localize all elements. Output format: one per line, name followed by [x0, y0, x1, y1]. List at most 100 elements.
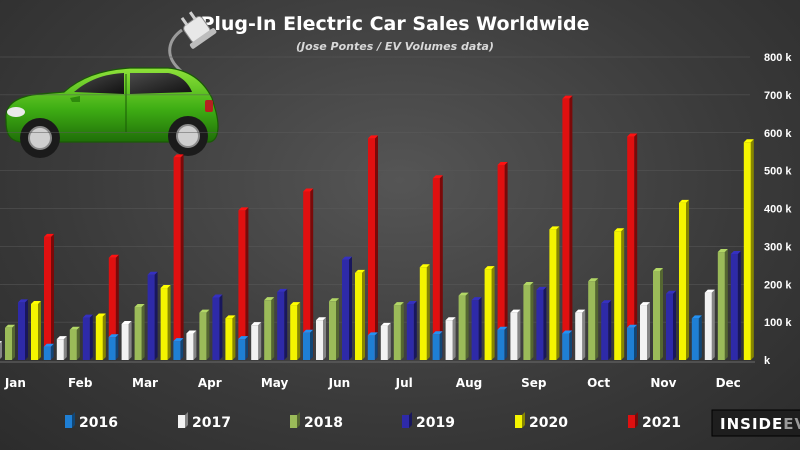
bar-front: [653, 270, 660, 360]
legend-item-2021: 2021: [628, 412, 681, 431]
bar-top: [575, 309, 586, 313]
bar-2019-jun: [342, 256, 352, 360]
bar-2021-sep: [562, 95, 573, 360]
bar-side: [608, 300, 612, 360]
bar-top: [69, 326, 80, 330]
x-tick-label: Dec: [716, 376, 741, 390]
bar-side: [180, 154, 184, 360]
bar-front: [147, 274, 155, 360]
bar-front: [43, 346, 51, 360]
legend-label: 2016: [79, 415, 118, 431]
bar-2021-mar: [173, 154, 184, 360]
bar-side: [284, 288, 288, 360]
bar-front: [536, 289, 544, 360]
bar-side: [530, 282, 534, 360]
bar-2017-nov: [640, 302, 650, 360]
bar-2020-jun: [355, 269, 365, 360]
bar-side: [336, 298, 339, 360]
bar-front: [44, 236, 51, 360]
bar-top: [653, 267, 663, 271]
bar-front: [743, 142, 751, 360]
bar-top: [264, 297, 275, 301]
bar-side: [167, 285, 171, 360]
bar-top: [588, 278, 599, 282]
bar-front: [31, 303, 38, 360]
bar-2016-jun: [303, 329, 313, 360]
bar-front: [627, 327, 634, 360]
bar-top: [173, 338, 184, 342]
car-illustration: [5, 11, 219, 158]
bar-side: [258, 322, 262, 360]
bar-2019-sep: [536, 286, 547, 360]
bar-side: [737, 250, 741, 360]
x-tick-label: Jul: [395, 376, 413, 390]
bar-2016-may: [238, 336, 249, 360]
bar-top: [238, 336, 249, 340]
bar-2017-jun: [316, 317, 326, 360]
bar-side: [465, 292, 469, 360]
bar-side: [724, 249, 728, 360]
y-axis-ticks: k 100 k 200 k 300 k 400 k 500 k 600 k 700 k 800 …: [764, 52, 792, 367]
legend-swatch: [402, 415, 409, 428]
bar-front: [627, 136, 635, 360]
bar-side: [569, 95, 573, 360]
bar-front: [69, 329, 77, 360]
bar-front: [679, 202, 686, 360]
bar-2020-oct: [614, 228, 625, 360]
bar-front: [601, 303, 609, 360]
bar-side: [154, 271, 158, 360]
bar-2021-may: [303, 188, 314, 360]
bar-front: [367, 335, 375, 360]
bar-2020-mar: [160, 285, 171, 360]
chart-title: Plug-In Electric Car Sales Worldwide: [200, 13, 589, 35]
bar-front: [717, 252, 725, 360]
bar-front: [562, 98, 570, 360]
legend-swatch-side: [522, 412, 525, 428]
bar-2017-aug: [445, 317, 456, 360]
brand-part2: EV: [783, 415, 800, 433]
bar-side: [478, 297, 482, 360]
bar-2020-nov: [679, 199, 689, 360]
bar-side: [193, 330, 197, 360]
bar-side: [128, 321, 132, 360]
bar-side: [595, 278, 599, 360]
bar-side: [141, 303, 145, 360]
bar-2017-jan: [0, 341, 2, 359]
x-tick-label: Jan: [4, 376, 26, 390]
bar-front: [471, 300, 479, 360]
legend-swatch-side: [185, 412, 188, 428]
bar-side: [180, 338, 184, 360]
bar-2020-may: [290, 302, 301, 360]
bar-top: [627, 324, 637, 328]
x-tick-label: Sep: [521, 376, 547, 390]
bar-side: [673, 290, 676, 360]
bar-top: [601, 300, 612, 304]
bar-top: [82, 314, 93, 318]
legend-item-2018: 2018: [290, 412, 343, 431]
legend: 2016 2017 2018 2019 2020 2021: [65, 412, 681, 431]
y-tick-label: 600 k: [764, 128, 792, 140]
bar-side: [439, 331, 443, 360]
bar-2021-feb: [108, 254, 119, 360]
bar-top: [303, 188, 314, 192]
bar-top: [186, 330, 197, 334]
bar-2018-apr: [199, 309, 210, 360]
bar-front: [238, 339, 246, 360]
bar-top: [95, 313, 106, 317]
bar-front: [497, 164, 505, 360]
bar-2016-dec: [691, 315, 702, 360]
bar-top: [43, 343, 54, 347]
bar-2017-dec: [704, 289, 715, 360]
bar-side: [491, 266, 495, 360]
bar-top: [56, 336, 67, 340]
bar-front: [368, 138, 375, 360]
bar-top: [510, 309, 521, 313]
bar-2016-oct: [562, 330, 573, 360]
legend-swatch: [628, 415, 635, 428]
bar-front: [419, 267, 427, 360]
bar-side: [698, 315, 702, 360]
legend-swatch-side: [635, 412, 638, 428]
legend-label: 2021: [642, 415, 681, 431]
bar-front: [691, 318, 699, 360]
